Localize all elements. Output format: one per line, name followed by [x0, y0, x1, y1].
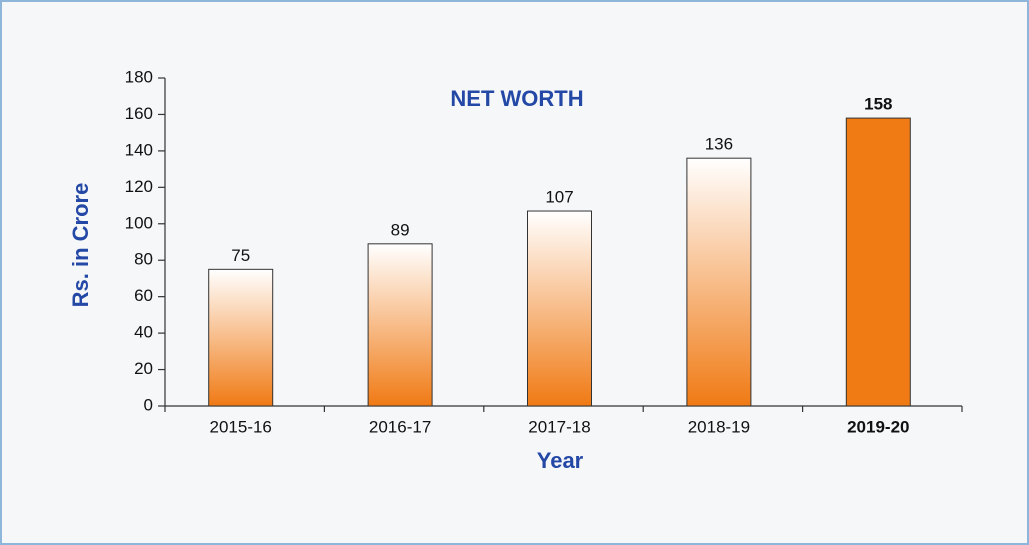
- bar: [686, 157, 752, 407]
- x-axis-label: Year: [537, 448, 584, 473]
- y-tick-label: 140: [125, 140, 153, 159]
- y-tick-label: 180: [125, 67, 153, 86]
- y-tick-label: 80: [134, 250, 153, 269]
- bar: [845, 117, 911, 407]
- y-tick-label: 20: [134, 359, 153, 378]
- x-tick-label: 2019-20: [847, 417, 909, 436]
- data-label: 158: [864, 95, 892, 114]
- x-tick-label: 2015-16: [210, 417, 272, 436]
- data-label: 107: [545, 188, 573, 207]
- bar: [208, 268, 274, 407]
- y-tick-label: 40: [134, 323, 153, 342]
- y-tick-label: 120: [125, 177, 153, 196]
- data-label: 89: [391, 220, 410, 239]
- y-tick-label: 60: [134, 286, 153, 305]
- y-tick-label: 100: [125, 213, 153, 232]
- y-axis-label: Rs. in Crore: [68, 183, 93, 308]
- data-label: 136: [705, 135, 733, 154]
- data-label: 75: [231, 246, 250, 265]
- bar: [367, 243, 433, 407]
- y-tick-label: 0: [144, 395, 153, 414]
- chart-title: NET WORTH: [450, 86, 583, 111]
- x-tick-label: 2016-17: [369, 417, 431, 436]
- x-tick-label: 2017-18: [528, 417, 590, 436]
- x-tick-label: 2018-19: [688, 417, 750, 436]
- bar: [527, 210, 592, 407]
- y-tick-label: 160: [125, 104, 153, 123]
